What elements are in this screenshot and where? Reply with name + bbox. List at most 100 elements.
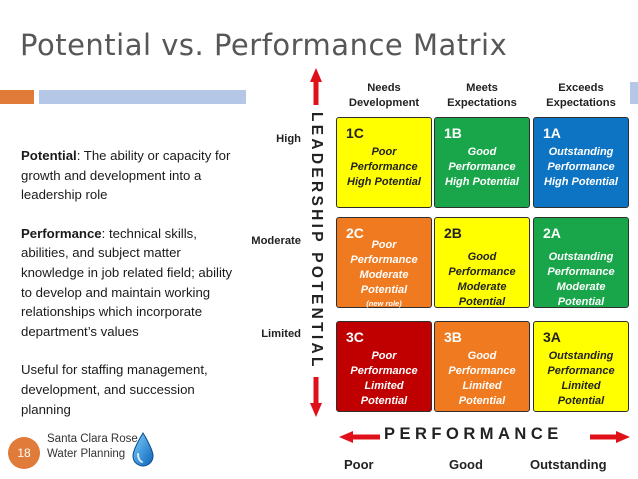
slide-title: Potential vs. Performance Matrix — [20, 28, 508, 62]
matrix-cell-3c: 3C Poor Performance Limited Potential — [336, 321, 432, 412]
cell-line: Performance — [448, 365, 516, 377]
down-arrow-icon — [310, 377, 322, 417]
cell-line: Potential — [557, 296, 605, 308]
cell-line: Outstanding — [548, 251, 614, 263]
matrix-cell-1b: 1B Good Performance High Potential — [434, 117, 530, 208]
cell-line: Moderate — [457, 281, 507, 293]
x-tick-outstanding: Outstanding — [530, 457, 607, 472]
x-axis-label: PERFORMANCE — [384, 425, 563, 443]
cell-code: 3A — [543, 329, 561, 345]
page-number-badge: 18 — [8, 437, 40, 469]
column-header-exceeds-expectations: Exceeds Expectations — [533, 81, 629, 111]
cell-line: Limited — [561, 380, 601, 392]
cell-description: Poor Performance High Potential — [337, 145, 431, 190]
x-tick-poor: Poor — [344, 457, 374, 472]
matrix-cell-3b: 3B Good Performance Limited Potential — [434, 321, 530, 412]
matrix-cell-2a: 2A Outstanding Performance Moderate Pote… — [533, 217, 629, 308]
cell-line: Potential — [360, 395, 408, 407]
column-header-line1: Exceeds — [558, 82, 604, 94]
column-header-line1: Meets — [466, 82, 498, 94]
cell-line: Limited — [364, 380, 404, 392]
accent-bar-blue-right — [630, 82, 638, 104]
cell-code: 1A — [543, 125, 561, 141]
cell-code: 2A — [543, 225, 561, 241]
cell-description: Outstanding Performance High Potential — [534, 145, 628, 190]
cell-line: Performance — [350, 161, 418, 173]
column-header-line2: Development — [348, 97, 420, 109]
usage-note: Useful for staffing management, developm… — [21, 362, 208, 417]
performance-term: Performance — [21, 225, 102, 241]
cell-line: Moderate — [359, 269, 409, 281]
cell-line: High Potential — [347, 176, 421, 188]
x-tick-good: Good — [449, 457, 483, 472]
cell-line: Poor — [371, 350, 397, 362]
cell-line: Potential — [458, 296, 506, 308]
cell-description: Good Performance High Potential — [435, 145, 529, 190]
y-axis-label-text: LEADERSHIP POTENTIAL — [308, 112, 325, 370]
cell-line: Limited — [462, 380, 502, 392]
performance-text: : technical skills, abilities, and subje… — [21, 225, 233, 339]
cell-line: Potential — [458, 395, 506, 407]
matrix-cell-3a: 3A Outstanding Performance Limited Poten… — [533, 321, 629, 412]
cell-description: Good Performance Moderate Potential — [435, 250, 529, 310]
cell-line: Performance — [547, 161, 615, 173]
row-header-limited: Limited — [261, 328, 301, 340]
cell-line: High Potential — [544, 176, 618, 188]
cell-line: Performance — [448, 266, 516, 278]
cell-line: Performance — [350, 365, 418, 377]
performance-definition: Performance: technical skills, abilities… — [21, 224, 246, 342]
column-header-meets-expectations: Meets Expectations — [434, 81, 530, 111]
cell-code: 2C — [346, 225, 364, 241]
cell-line: Performance — [547, 266, 615, 278]
org-line-1: Santa Clara Rose — [47, 433, 138, 445]
left-arrow-icon — [339, 431, 380, 443]
cell-line: Good — [467, 350, 497, 362]
matrix-cell-2b: 2B Good Performance Moderate Potential — [434, 217, 530, 308]
cell-description: Poor Performance Limited Potential — [337, 349, 431, 409]
cell-line: Performance — [350, 254, 418, 266]
accent-bar-orange — [0, 90, 34, 104]
cell-line: Poor — [371, 146, 397, 158]
cell-line: Good — [467, 146, 497, 158]
cell-description: Good Performance Limited Potential — [435, 349, 529, 409]
up-arrow-icon — [310, 68, 322, 105]
column-header-needs-development: Needs Development — [336, 81, 432, 111]
potential-definition: Potential: The ability or capacity for g… — [21, 146, 246, 205]
cell-line: Poor — [371, 239, 397, 251]
organization-name: Santa Clara Rose Water Planning — [47, 432, 138, 462]
cell-code: 2B — [444, 225, 462, 241]
definitions-panel: Potential: The ability or capacity for g… — [21, 146, 246, 438]
row-header-high: High — [276, 133, 301, 145]
cell-line: Performance — [448, 161, 516, 173]
cell-description: Outstanding Performance Limited Potentia… — [534, 349, 628, 409]
cell-code: 1B — [444, 125, 462, 141]
cell-description: Outstanding Performance Moderate Potenti… — [534, 250, 628, 310]
org-line-2: Water Planning — [47, 448, 126, 460]
cell-line: Good — [467, 251, 497, 263]
cell-line: Outstanding — [548, 146, 614, 158]
matrix-cell-2c: 2C Poor Performance Moderate Potential (… — [336, 217, 432, 308]
cell-code: 3C — [346, 329, 364, 345]
water-drop-icon — [132, 432, 154, 467]
cell-line: Performance — [547, 365, 615, 377]
cell-code: 3B — [444, 329, 462, 345]
cell-line: Potential — [557, 395, 605, 407]
matrix-cell-1c: 1C Poor Performance High Potential — [336, 117, 432, 208]
accent-bar-blue — [39, 90, 246, 104]
cell-description: Poor Performance Moderate Potential (new… — [337, 238, 431, 310]
y-axis-label: LEADERSHIP POTENTIAL — [305, 105, 327, 377]
cell-line: Outstanding — [548, 350, 614, 362]
column-header-line2: Expectations — [546, 97, 616, 109]
cell-line: Moderate — [556, 281, 606, 293]
matrix-cell-1a: 1A Outstanding Performance High Potentia… — [533, 117, 629, 208]
cell-line: High Potential — [445, 176, 519, 188]
column-header-line1: Needs — [367, 82, 401, 94]
cell-code: 1C — [346, 125, 364, 141]
row-header-moderate: Moderate — [251, 235, 301, 247]
column-header-line2: Expectations — [447, 97, 517, 109]
cell-note: (new role) — [366, 299, 402, 308]
cell-line: Potential — [360, 284, 408, 296]
potential-term: Potential — [21, 148, 77, 163]
potential-text: : The ability or capacity for growth and… — [21, 148, 231, 203]
